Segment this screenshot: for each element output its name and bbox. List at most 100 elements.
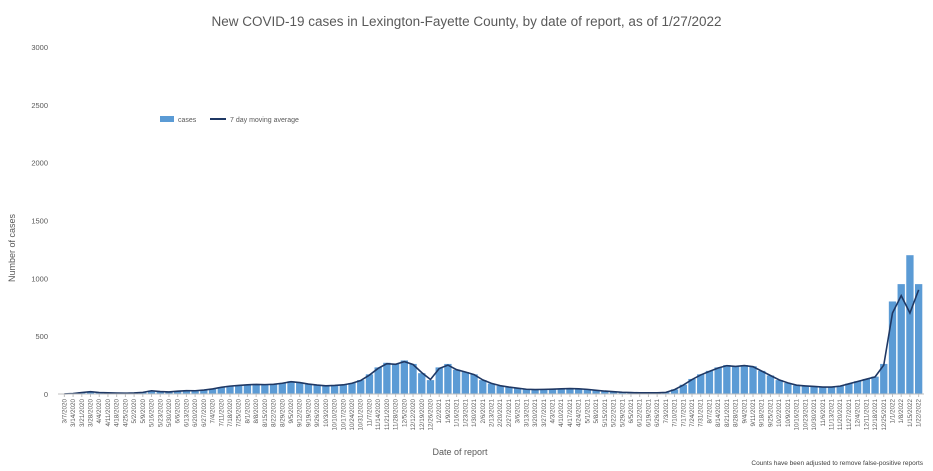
x-tick-label: 1/15/2022 — [907, 399, 914, 428]
x-tick-label: 11/21/2020 — [384, 399, 391, 431]
bar-cases — [609, 391, 618, 394]
y-axis-ticks: 0 500 1000 1500 2000 2500 3000 — [31, 43, 48, 399]
bar-cases — [226, 385, 234, 394]
bar-cases — [888, 301, 897, 394]
x-tick-label: 5/2/2020 — [131, 399, 138, 424]
bar-cases — [592, 390, 600, 394]
x-tick-label: 4/10/2021 — [558, 399, 565, 428]
bar-cases — [679, 384, 687, 394]
bar-cases — [853, 381, 862, 394]
bar-cases — [766, 375, 775, 394]
bar-cases — [95, 392, 103, 394]
chart-title: New COVID-19 cases in Lexington-Fayette … — [211, 14, 722, 29]
bar-cases — [749, 366, 757, 394]
bar-cases — [618, 392, 626, 394]
x-tick-label: 5/15/2021 — [602, 399, 609, 428]
bar-cases — [670, 389, 679, 394]
bar-cases — [731, 366, 740, 394]
x-tick-label: 12/11/2021 — [863, 399, 870, 431]
x-tick-label: 10/24/2020 — [349, 399, 356, 431]
bar-cases — [871, 376, 879, 394]
bar-cases — [470, 374, 478, 394]
x-tick-label: 9/4/2021 — [741, 399, 748, 424]
x-tick-label: 11/28/2020 — [393, 399, 400, 431]
x-tick-label: 11/7/2020 — [366, 399, 373, 427]
x-tick-label: 4/25/2020 — [122, 399, 129, 428]
x-tick-label: 8/1/2020 — [244, 399, 251, 424]
bar-cases — [705, 370, 714, 394]
bar-cases — [845, 383, 853, 394]
bar-cases — [827, 387, 836, 394]
x-tick-label: 7/10/2021 — [672, 399, 679, 428]
x-tick-label: 5/23/2020 — [157, 399, 164, 428]
bar-cases — [156, 391, 164, 394]
x-tick-label: 4/11/2020 — [105, 399, 112, 427]
bar-cases — [357, 380, 365, 394]
bar-cases — [496, 385, 504, 394]
x-tick-label: 8/15/2020 — [262, 399, 269, 428]
bar-cases — [348, 383, 356, 394]
x-tick-label: 9/26/2020 — [314, 399, 321, 428]
bar-cases — [775, 380, 783, 394]
x-tick-label: 9/18/2021 — [759, 399, 766, 428]
bar-cases — [374, 367, 382, 394]
footnote: Counts have been adjusted to remove fals… — [751, 460, 923, 467]
bar-cases — [906, 255, 914, 394]
x-tick-label: 12/19/2020 — [419, 399, 426, 431]
x-tick-label: 1/2/2021 — [436, 399, 443, 424]
x-tick-label: 12/26/2020 — [427, 399, 434, 431]
bar-cases — [601, 391, 609, 394]
x-tick-label: 1/9/2021 — [445, 399, 452, 424]
bar-cases — [217, 387, 225, 394]
bar-cases — [235, 385, 243, 394]
y-tick-label: 0 — [44, 390, 48, 399]
bar-cases — [243, 384, 252, 394]
bar-cases — [548, 389, 557, 394]
bar-cases — [540, 389, 548, 394]
x-tick-label: 11/6/2021 — [820, 399, 827, 427]
bar-cases — [714, 367, 722, 394]
bar-cases — [296, 382, 304, 394]
x-tick-label: 8/29/2020 — [279, 399, 286, 428]
x-tick-label: 6/6/2020 — [175, 399, 182, 424]
bar-cases — [418, 373, 426, 394]
legend-label-7-day-average: 7 day moving average — [230, 117, 299, 124]
x-tick-label: 2/20/2021 — [497, 399, 504, 428]
x-tick-label: 10/2/2021 — [776, 399, 783, 428]
bar-cases — [409, 363, 417, 394]
bar-cases — [400, 360, 408, 394]
y-tick-label: 2000 — [31, 159, 48, 168]
x-tick-label: 6/12/2021 — [637, 399, 644, 428]
x-tick-label: 1/30/2021 — [471, 399, 478, 428]
x-tick-label: 3/6/2021 — [515, 399, 522, 424]
x-tick-label: 1/23/2021 — [462, 399, 469, 428]
x-tick-label: 3/20/2021 — [532, 399, 539, 428]
x-tick-label: 8/21/2021 — [724, 399, 731, 428]
x-tick-label: 5/30/2020 — [166, 399, 173, 428]
x-tick-label: 8/28/2021 — [733, 399, 740, 428]
bar-cases — [723, 365, 731, 394]
bar-cases — [182, 390, 191, 394]
bar-cases — [566, 388, 574, 394]
x-axis-label: Date of report — [432, 447, 488, 457]
x-tick-label: 8/14/2021 — [715, 399, 722, 428]
y-axis-label: Number of cases — [7, 213, 17, 283]
bar-cases — [313, 385, 321, 394]
x-tick-label: 5/1/2021 — [584, 399, 591, 424]
bar-cases — [836, 385, 844, 394]
bar-cases — [784, 383, 792, 394]
x-tick-label: 9/12/2020 — [297, 399, 304, 428]
bar-cases — [304, 384, 313, 394]
x-tick-label: 10/3/2020 — [323, 399, 330, 428]
x-tick-label: 3/14/2020 — [70, 399, 77, 428]
bar-cases — [688, 378, 696, 394]
x-tick-label: 11/13/2021 — [828, 399, 835, 431]
x-tick-label: 8/8/2020 — [253, 399, 260, 424]
x-tick-label: 10/30/2021 — [811, 399, 818, 431]
bar-cases — [200, 389, 208, 394]
line-series-7-day-moving-average — [64, 289, 920, 395]
x-tick-label: 1/16/2021 — [454, 399, 461, 428]
x-tick-label: 12/4/2021 — [855, 399, 862, 428]
x-tick-label: 1/8/2022 — [898, 399, 905, 424]
